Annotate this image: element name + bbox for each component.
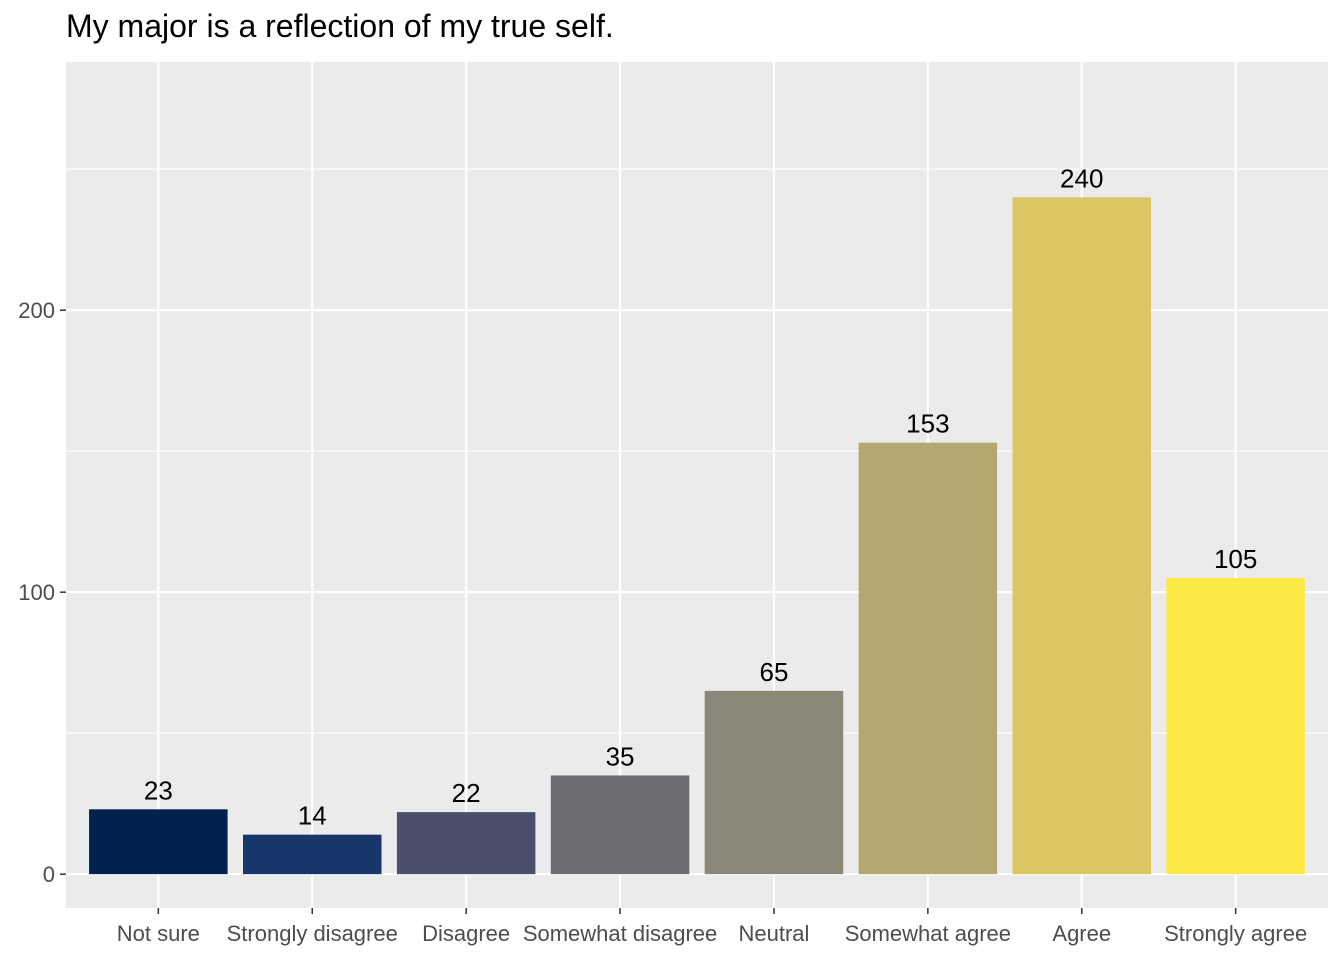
bar: [1166, 578, 1305, 875]
x-tick-label: Neutral: [738, 921, 809, 946]
bar: [704, 690, 844, 875]
bar-value-label: 22: [452, 778, 481, 808]
x-axis: Not sure Strongly disagree Disagree Somewha…: [117, 908, 1307, 946]
bar-value-label: 105: [1214, 544, 1257, 574]
bar-value-label: 35: [606, 741, 635, 771]
chart-title: My major is a reflection of my true self…: [66, 8, 614, 44]
x-tick-label: Strongly disagree: [227, 921, 398, 946]
y-tick-label: 0: [43, 862, 55, 887]
x-tick-label: Somewhat disagree: [523, 921, 717, 946]
y-tick-label: 200: [18, 298, 55, 323]
bar: [550, 775, 690, 875]
x-tick-label: Not sure: [117, 921, 200, 946]
bars: [89, 197, 1305, 875]
x-tick-label: Agree: [1052, 921, 1111, 946]
bar: [242, 834, 382, 875]
bar-value-label: 23: [144, 775, 173, 805]
data-labels: 23 14 22 35 65 153 240 105: [144, 163, 1257, 830]
y-axis: 0 100 200: [18, 298, 66, 887]
y-tick-label: 100: [18, 580, 55, 605]
bar-value-label: 240: [1060, 163, 1103, 193]
bar: [396, 812, 536, 875]
bar: [89, 809, 228, 875]
x-tick-label: Strongly agree: [1164, 921, 1307, 946]
bar-value-label: 153: [906, 409, 949, 439]
bar-value-label: 14: [298, 801, 327, 831]
x-tick-label: Somewhat agree: [845, 921, 1011, 946]
x-tick-label: Disagree: [422, 921, 510, 946]
bar: [1012, 197, 1152, 875]
bar-value-label: 65: [759, 657, 788, 687]
bar: [858, 442, 998, 875]
